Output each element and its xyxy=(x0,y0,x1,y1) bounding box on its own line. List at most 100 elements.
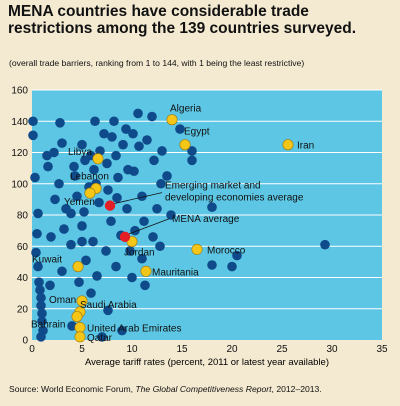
source-suffix: , 2012–2013. xyxy=(271,384,322,394)
mena-country-point xyxy=(84,187,96,199)
country-point xyxy=(57,138,67,148)
country-point xyxy=(111,150,121,161)
chart-title: MENA countries have considerable trade r… xyxy=(8,3,357,37)
mena-country-label: Iran xyxy=(297,141,314,152)
mena-country-label: Algeria xyxy=(170,104,202,115)
country-point xyxy=(128,128,138,139)
scatter-chart: 0 20 40 60 80 100 120 140 160 0 5 10 15 20 25 30 35 Alge… xyxy=(11,86,388,369)
y-tick-label: 160 xyxy=(11,86,28,97)
country-point xyxy=(72,191,82,202)
country-point xyxy=(90,116,100,127)
average-point xyxy=(104,200,116,211)
mena-country-label: Mauritania xyxy=(152,267,199,278)
country-point xyxy=(187,155,197,166)
country-point xyxy=(112,193,122,203)
country-point xyxy=(34,277,44,287)
country-point xyxy=(137,191,147,202)
country-point xyxy=(106,216,116,227)
country-point xyxy=(35,285,45,295)
country-point xyxy=(36,332,46,342)
country-point xyxy=(94,197,104,208)
country-point xyxy=(137,253,147,264)
country-point xyxy=(50,194,60,205)
mena-country-point xyxy=(76,295,88,307)
mena-country-label: Bahrain xyxy=(31,320,65,331)
country-point xyxy=(130,225,140,236)
country-point xyxy=(54,178,64,189)
country-point xyxy=(36,300,46,311)
y-tick-label: 120 xyxy=(11,148,28,159)
country-point xyxy=(66,239,76,250)
country-point xyxy=(227,261,237,272)
country-point xyxy=(101,246,111,256)
country-point xyxy=(37,308,47,319)
y-tick-label: 80 xyxy=(17,211,29,222)
country-point xyxy=(111,261,121,272)
x-tick-label: 30 xyxy=(326,344,338,355)
country-point xyxy=(45,280,55,291)
country-point xyxy=(127,272,137,283)
mena-country-point xyxy=(92,153,104,165)
y-tick-label: 0 xyxy=(22,336,28,347)
country-point xyxy=(122,203,132,214)
mena-country-label: Jordan xyxy=(124,248,155,259)
country-point xyxy=(152,203,162,214)
country-point xyxy=(32,228,42,239)
x-tick-label: 20 xyxy=(226,344,238,355)
country-point xyxy=(232,250,242,261)
country-point xyxy=(156,178,166,189)
x-tick-label: 15 xyxy=(176,344,188,355)
mena-country-label: Morocco xyxy=(207,245,246,256)
average-label: MENA average xyxy=(172,214,240,225)
mena-country-label: Lebanon xyxy=(70,171,109,182)
x-tick-label: 5 xyxy=(79,344,85,355)
country-point xyxy=(140,280,150,291)
country-point xyxy=(67,321,77,331)
country-point xyxy=(99,128,109,139)
mena-country-label: Saudi Arabia xyxy=(80,300,137,311)
average-leader-lines xyxy=(113,192,170,235)
country-point xyxy=(147,111,157,122)
mena-country-label: Kuwait xyxy=(32,255,62,266)
country-point xyxy=(33,261,43,272)
country-point xyxy=(59,224,69,234)
mena-countries-points xyxy=(71,114,294,343)
source-prefix: Source: World Economic Forum, xyxy=(9,384,136,394)
country-point xyxy=(77,139,87,150)
country-point xyxy=(162,171,172,181)
country-point xyxy=(102,158,112,169)
country-point xyxy=(28,116,38,127)
country-point xyxy=(103,185,113,195)
country-point xyxy=(113,172,123,183)
source-report-title: The Global Competitiveness Report xyxy=(135,384,272,394)
country-point xyxy=(43,161,53,172)
average-points xyxy=(104,200,131,243)
mena-country-point xyxy=(74,322,86,334)
country-point xyxy=(320,239,330,250)
mena-country-label: Yemen xyxy=(64,197,95,208)
country-point xyxy=(142,135,152,145)
country-point xyxy=(89,164,99,175)
country-point xyxy=(88,236,98,247)
country-point xyxy=(70,171,80,181)
country-point xyxy=(175,124,185,134)
mena-country-point xyxy=(191,243,203,255)
average-leader-line xyxy=(113,192,163,205)
x-tick-label: 0 xyxy=(29,344,35,355)
country-point xyxy=(139,216,149,227)
country-point xyxy=(79,207,89,217)
country-point xyxy=(155,241,165,252)
y-tick-label: 100 xyxy=(11,179,28,190)
country-point xyxy=(92,271,102,281)
country-point xyxy=(207,260,217,270)
x-tick-label: 35 xyxy=(376,344,388,355)
source-note: Source: World Economic Forum, The Global… xyxy=(9,384,322,395)
country-point xyxy=(187,146,197,156)
point-labels: Algeria Egypt Iran Libya Lebanon Yemen Morocco… xyxy=(31,104,314,344)
country-point xyxy=(125,246,135,256)
country-point xyxy=(57,266,67,277)
country-point xyxy=(37,316,47,327)
country-point xyxy=(149,155,159,166)
country-point xyxy=(109,116,119,127)
x-axis-label: Average tariff rates (percent, 2011 or l… xyxy=(85,357,329,368)
